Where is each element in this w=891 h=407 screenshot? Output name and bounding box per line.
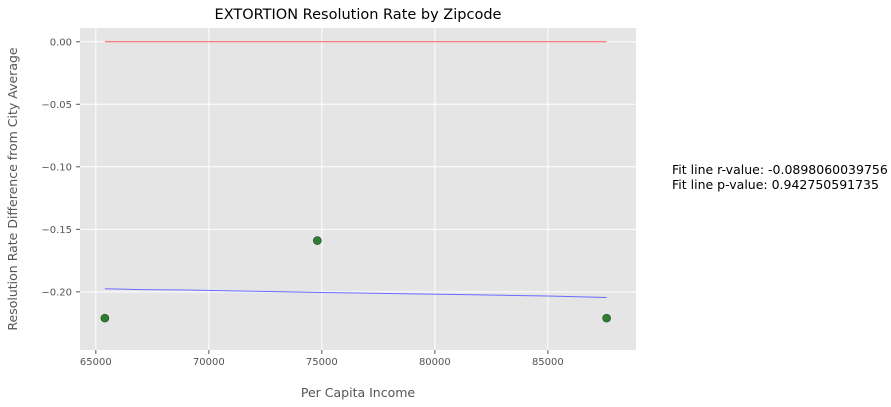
y-tick-label: −0.15 [41,225,72,236]
y-tick-label: −0.10 [41,162,72,173]
annotation-r-value: Fit line r-value: -0.0898060039756 [672,162,888,177]
tick-labels: 65000 70000 75000 80000 85000 0.00 −0.05 −0.10 −… [41,37,563,368]
plot-area [80,28,636,350]
x-tick-label: 70000 [193,357,225,368]
y-tick-label: −0.05 [41,100,72,111]
x-tick-label: 80000 [419,357,451,368]
data-point [313,236,322,245]
x-tick-label: 85000 [532,357,564,368]
series-lines [104,41,607,298]
x-tick-label: 65000 [80,357,112,368]
y-tick-label: −0.20 [41,287,72,298]
chart-title: EXTORTION Resolution Rate by Zipcode [215,7,502,23]
fit-line [104,288,607,298]
data-point [602,313,611,323]
x-axis-label: Per Capita Income [301,385,416,400]
x-tick-label: 75000 [306,357,338,368]
data-points [100,236,611,323]
data-point [100,313,110,323]
y-axis-label: Resolution Rate Difference from City Ave… [5,47,20,331]
annotation-p-value: Fit line p-value: 0.942750591735 [672,177,879,192]
y-tick-label: 0.00 [50,37,72,48]
